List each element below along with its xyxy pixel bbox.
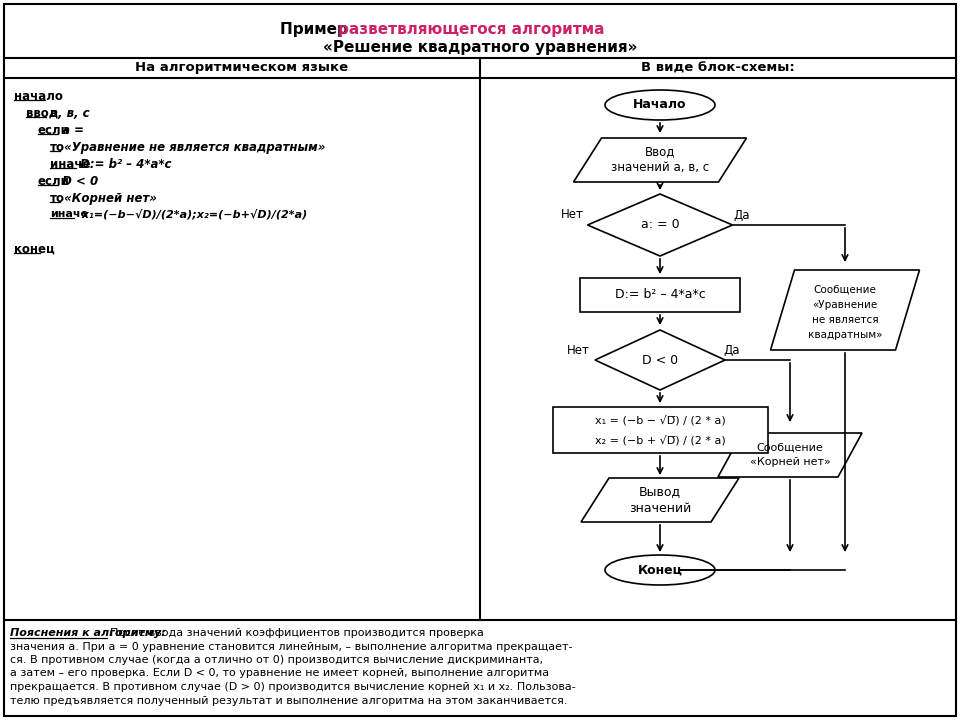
Text: «Корней нет»: «Корней нет» (750, 457, 830, 467)
Ellipse shape (605, 90, 715, 120)
Text: конец: конец (14, 243, 55, 256)
Polygon shape (581, 478, 739, 522)
Polygon shape (573, 138, 747, 182)
Text: иначе: иначе (50, 158, 90, 171)
Polygon shape (771, 270, 920, 350)
Polygon shape (718, 433, 862, 477)
Text: Да: Да (733, 209, 751, 222)
Text: D < 0: D < 0 (642, 354, 678, 366)
Text: то: то (50, 192, 65, 205)
Text: «Решение квадратного уравнения»: «Решение квадратного уравнения» (323, 40, 637, 55)
Text: D:= b² – 4*a*c: D:= b² – 4*a*c (614, 289, 706, 302)
Polygon shape (588, 194, 732, 256)
Bar (553, 407, 767, 453)
Text: D < 0: D < 0 (59, 175, 99, 188)
Text: а: = 0: а: = 0 (640, 218, 680, 232)
Text: если: если (38, 124, 70, 137)
Text: прекращается. В противном случае (D > 0) производится вычисление корней x₁ и x₂.: прекращается. В противном случае (D > 0)… (10, 682, 576, 692)
Text: ся. В противном случае (когда а отлично от 0) производится вычисление дискримина: ся. В противном случае (когда а отлично … (10, 655, 543, 665)
Text: Нет: Нет (566, 343, 589, 356)
Text: Пример: Пример (280, 22, 353, 37)
Text: Нет: Нет (561, 209, 584, 222)
Text: x₁ = (−b − √D̅) / (2 * a): x₁ = (−b − √D̅) / (2 * a) (594, 415, 726, 426)
Text: Конец: Конец (637, 564, 683, 577)
Text: a, в, с: a, в, с (46, 107, 90, 120)
Text: Да: Да (724, 343, 740, 356)
Text: значений а, в, с: значений а, в, с (611, 161, 709, 174)
Text: телю предъявляется полученный результат и выполнение алгоритма на этом заканчива: телю предъявляется полученный результат … (10, 696, 567, 706)
Polygon shape (595, 330, 725, 390)
Text: не является: не является (812, 315, 878, 325)
Text: а затем – его проверка. Если D < 0, то уравнение не имеет корней, выполнение алг: а затем – его проверка. Если D < 0, то у… (10, 668, 549, 678)
Text: «Корней нет»: «Корней нет» (60, 192, 157, 205)
Bar (580, 278, 740, 312)
Text: иначе: иначе (50, 209, 88, 219)
Text: a =: a = (59, 124, 84, 137)
Text: Сообщение: Сообщение (813, 285, 876, 295)
Text: то: то (50, 141, 65, 154)
Text: разветвляющегося алгоритма: разветвляющегося алгоритма (338, 22, 605, 37)
Text: начало: начало (14, 90, 62, 103)
Text: Ввод: Ввод (645, 145, 675, 158)
Text: D:= b² – 4*a*c: D:= b² – 4*a*c (76, 158, 171, 171)
Text: «Уравнение: «Уравнение (812, 300, 877, 310)
Text: Пояснения к алгоритму:: Пояснения к алгоритму: (10, 628, 166, 638)
Ellipse shape (605, 555, 715, 585)
Text: x₁=(−b−√D)/(2*a);x₂=(−b+√D)/(2*a): x₁=(−b−√D)/(2*a);x₂=(−b+√D)/(2*a) (74, 209, 307, 220)
Text: Сообщение: Сообщение (756, 443, 824, 453)
Text: x₂ = (−b + √D̅) / (2 * a): x₂ = (−b + √D̅) / (2 * a) (594, 435, 726, 445)
Text: значения а. При а = 0 уравнение становится линейным, – выполнение алгоритма прек: значения а. При а = 0 уравнение становит… (10, 642, 572, 652)
Text: значений: значений (629, 502, 691, 515)
Text: квадратным»: квадратным» (807, 330, 882, 340)
Text: На алгоритмическом языке: На алгоритмическом языке (135, 61, 348, 74)
Text: «Уравнение не является квадратным»: «Уравнение не является квадратным» (60, 141, 325, 154)
Text: В виде блок-схемы:: В виде блок-схемы: (641, 61, 795, 74)
Text: Начало: Начало (634, 99, 686, 112)
Text: После ввода значений коэффициентов производится проверка: После ввода значений коэффициентов произ… (109, 628, 484, 638)
Text: ввод: ввод (26, 107, 59, 120)
Text: если: если (38, 175, 70, 188)
Text: Вывод: Вывод (639, 485, 681, 498)
